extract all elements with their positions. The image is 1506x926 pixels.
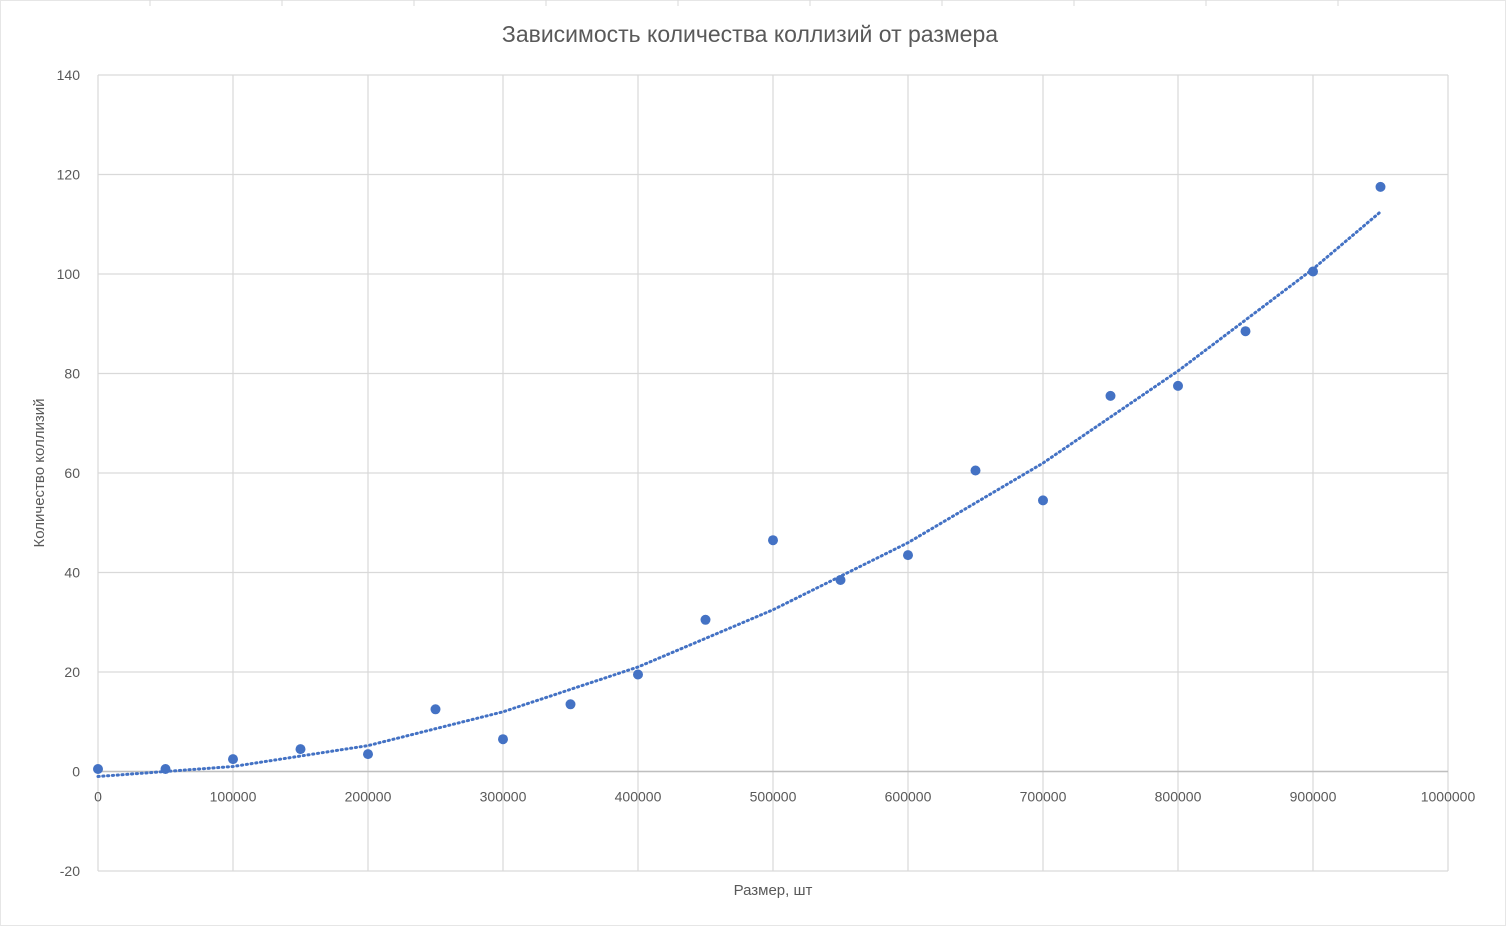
data-point	[970, 465, 981, 476]
data-point	[430, 704, 441, 715]
x-tick-label: 700000	[1020, 789, 1067, 805]
data-points	[93, 181, 1386, 774]
y-tick-label: 120	[57, 167, 81, 183]
data-point	[1308, 266, 1318, 277]
y-tick-label: -20	[60, 863, 80, 879]
y-tick-labels: -20 0 20 40 60 80 100 120 140	[57, 67, 81, 879]
x-tick-label: 300000	[480, 789, 527, 805]
data-point	[565, 699, 576, 710]
data-point	[768, 535, 778, 546]
data-point	[363, 749, 373, 760]
x-tick-label: 1000000	[1421, 789, 1476, 805]
data-point	[160, 764, 171, 774]
data-point	[93, 764, 103, 774]
data-point	[228, 754, 238, 765]
y-tick-label: 100	[57, 266, 81, 282]
x-tick-label: 600000	[885, 789, 932, 805]
x-tick-label: 400000	[615, 789, 662, 805]
y-tick-label: 20	[64, 664, 80, 680]
y-tick-label: 80	[64, 366, 80, 382]
data-point	[633, 669, 643, 680]
data-point	[295, 744, 306, 755]
trendline-group	[96, 210, 1382, 778]
data-point	[498, 734, 508, 745]
y-axis-label: Количество коллизий	[31, 399, 48, 548]
data-point	[1038, 495, 1048, 506]
data-point	[700, 614, 711, 625]
x-tick-label: 800000	[1155, 789, 1202, 805]
data-point	[1375, 181, 1386, 192]
y-tick-label: 0	[72, 764, 80, 780]
y-tick-label: 140	[57, 67, 81, 83]
data-point	[1105, 390, 1116, 401]
chart-title: Зависимость количества коллизий от разме…	[502, 21, 998, 47]
y-tick-label: 60	[64, 465, 80, 481]
trendline	[96, 210, 1382, 778]
x-tick-label: 500000	[750, 789, 797, 805]
data-point	[1240, 326, 1251, 337]
top-edge-marks	[149, 0, 1339, 6]
data-point	[835, 575, 846, 585]
x-axis-label: Размер, шт	[734, 882, 813, 899]
data-point	[1173, 380, 1183, 391]
x-tick-label: 100000	[210, 789, 257, 805]
data-point	[903, 550, 913, 561]
x-tick-label: 900000	[1290, 789, 1337, 805]
y-tick-label: 40	[64, 565, 80, 581]
x-tick-label: 200000	[345, 789, 392, 805]
x-tick-label: 0	[94, 789, 102, 805]
x-tick-labels: 0 100000 200000 300000 400000 500000 600000 700…	[94, 789, 1475, 805]
grid-lines	[97, 74, 1449, 872]
